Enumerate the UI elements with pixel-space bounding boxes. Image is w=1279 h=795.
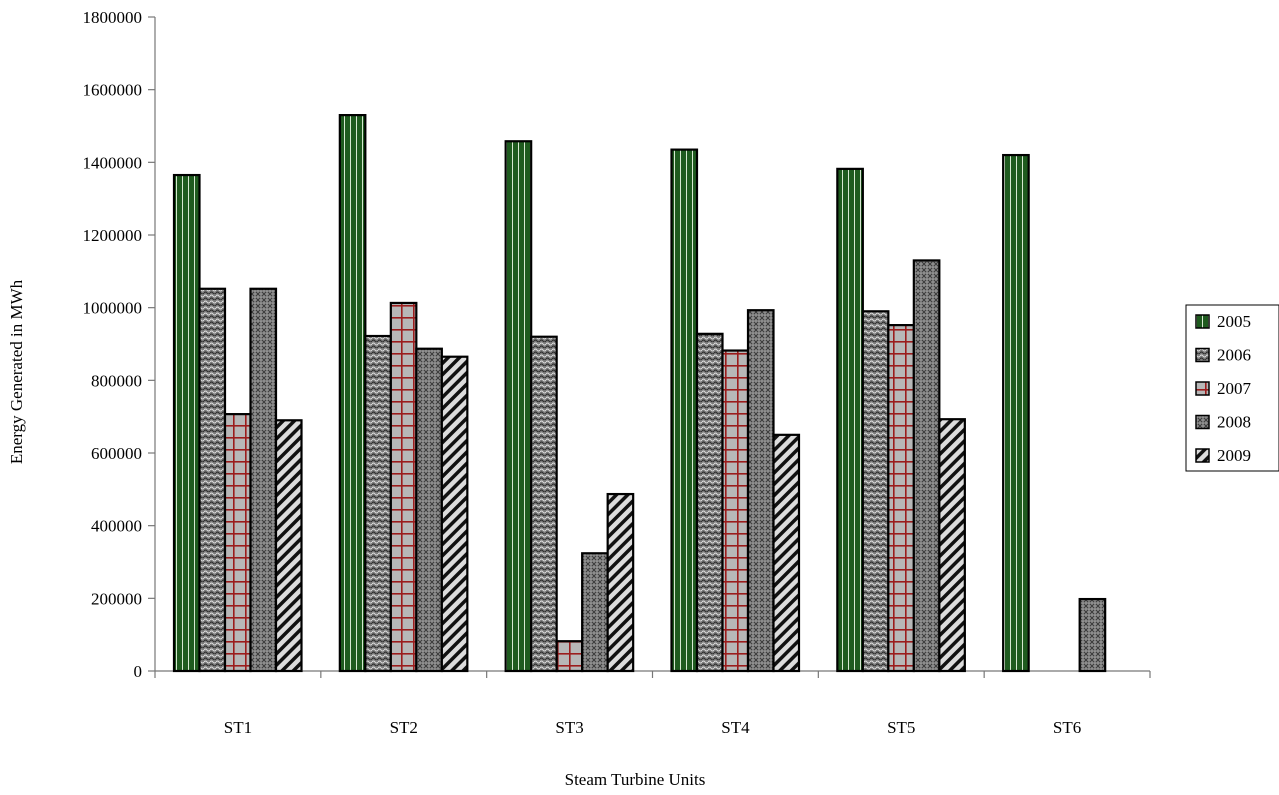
bar-2009-ST2 <box>440 355 469 673</box>
legend-swatch-2005 <box>1195 314 1210 329</box>
legend-label-2008: 2008 <box>1217 413 1251 432</box>
x-tick-label: ST6 <box>1053 718 1081 737</box>
bar-2008-ST4 <box>746 309 775 673</box>
y-tick-label: 1000000 <box>83 299 143 318</box>
x-tick-label: ST5 <box>887 718 915 737</box>
x-tick-label: ST3 <box>555 718 583 737</box>
bar-2007-ST2 <box>389 301 418 673</box>
bar-2006-ST1 <box>198 287 227 673</box>
bar-2005-ST1 <box>172 173 201 673</box>
legend-label-2007: 2007 <box>1217 379 1252 398</box>
bar-2006-ST2 <box>364 334 392 673</box>
y-tick-label: 1400000 <box>83 153 143 172</box>
x-tick-label: ST4 <box>721 718 750 737</box>
bar-2006-ST5 <box>861 310 890 673</box>
legend-swatch-2006 <box>1195 347 1210 363</box>
bar-2007-ST4 <box>721 349 750 673</box>
bar-2008-ST2 <box>415 347 443 673</box>
bar-2008-ST5 <box>912 259 941 673</box>
y-tick-label: 600000 <box>91 444 142 463</box>
legend-swatch-2007 <box>1195 381 1210 396</box>
bar-2005-ST6 <box>1002 153 1030 673</box>
bars <box>172 113 1107 673</box>
legend-label-2005: 2005 <box>1217 312 1251 331</box>
bar-2009-ST1 <box>274 419 303 673</box>
bar-2007-ST3 <box>555 640 584 673</box>
legend-swatch-2008 <box>1195 414 1210 430</box>
legend-label-2009: 2009 <box>1217 446 1251 465</box>
y-tick-label: 400000 <box>91 517 142 536</box>
legend-label-2006: 2006 <box>1217 346 1251 365</box>
bar-2006-ST4 <box>695 332 724 673</box>
bar-2005-ST3 <box>504 140 533 673</box>
bar-2008-ST3 <box>581 552 609 673</box>
bar-2005-ST2 <box>338 113 367 673</box>
bar-2005-ST4 <box>670 148 699 673</box>
bar-2006-ST3 <box>530 335 558 673</box>
bar-2009-ST5 <box>938 418 966 673</box>
y-tick-label: 1800000 <box>83 8 143 27</box>
y-tick-label: 1600000 <box>83 81 143 100</box>
bar-2008-ST6 <box>1078 597 1107 673</box>
y-tick-label: 200000 <box>91 589 142 608</box>
bar-2007-ST5 <box>887 324 915 673</box>
y-axis-title: Energy Generated in MWh <box>7 279 26 464</box>
bar-2005-ST5 <box>836 167 864 673</box>
x-tick-label: ST2 <box>390 718 418 737</box>
legend: 2005 2006 2007 2008 2009 <box>1185 304 1279 472</box>
x-tick-label: ST1 <box>224 718 252 737</box>
bar-2009-ST4 <box>772 433 801 673</box>
axes: 0 200000 400000 600000 800000 1000000 1200000 1… <box>83 8 1151 737</box>
y-tick-label: 0 <box>134 662 143 681</box>
legend-swatch-2009 <box>1195 448 1210 463</box>
y-tick-label: 1200000 <box>83 226 143 245</box>
x-axis-title: Steam Turbine Units <box>565 770 706 789</box>
y-tick-label: 800000 <box>91 371 142 390</box>
bar-2008-ST1 <box>249 287 278 673</box>
bar-2007-ST1 <box>223 413 252 673</box>
bar-2009-ST3 <box>606 492 635 673</box>
